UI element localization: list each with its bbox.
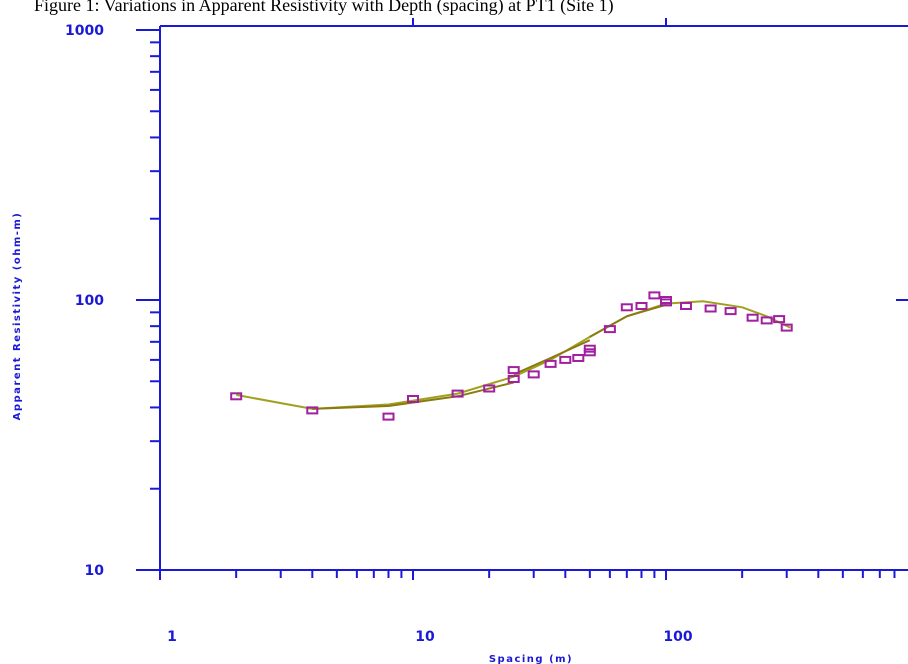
data-point bbox=[230, 392, 243, 401]
data-point bbox=[306, 406, 319, 415]
data-point bbox=[559, 355, 572, 364]
data-point bbox=[680, 302, 692, 310]
x-axis-label: Spacing (m) bbox=[489, 654, 573, 664]
data-point bbox=[483, 384, 496, 393]
data-point bbox=[382, 412, 395, 421]
chart-title: Figure 1: Variations in Apparent Resisti… bbox=[34, 0, 614, 16]
segment-curve bbox=[589, 303, 667, 338]
x-tick-label: 10 bbox=[415, 629, 435, 645]
data-point bbox=[572, 354, 585, 362]
data-point bbox=[704, 304, 717, 313]
data-point bbox=[583, 344, 596, 353]
data-point bbox=[507, 375, 520, 383]
data-point bbox=[780, 323, 793, 332]
y-tick-label: 1000 bbox=[65, 23, 104, 39]
y-tick-label: 100 bbox=[75, 293, 104, 309]
data-point bbox=[648, 291, 661, 300]
data-point bbox=[724, 307, 737, 316]
data-point bbox=[760, 316, 773, 325]
x-tick-label: 100 bbox=[663, 629, 692, 645]
y-axis-label: Apparent Resistivity (ohm-m) bbox=[12, 212, 23, 421]
axes bbox=[136, 25, 908, 571]
model-curve bbox=[236, 300, 791, 410]
segment-curve bbox=[513, 339, 591, 376]
data-point bbox=[544, 359, 557, 368]
data-point bbox=[451, 389, 464, 398]
data-point bbox=[407, 395, 419, 403]
data-point bbox=[527, 370, 540, 379]
data-points bbox=[230, 291, 793, 421]
data-point bbox=[620, 303, 633, 312]
data-point bbox=[507, 366, 520, 375]
segment-curve bbox=[312, 381, 514, 410]
data-point bbox=[773, 315, 786, 324]
data-point bbox=[603, 325, 616, 334]
x-axis-ticks: 1101001000 bbox=[159, 18, 896, 645]
data-point bbox=[660, 296, 672, 304]
model-curves bbox=[236, 300, 791, 410]
data-point bbox=[746, 313, 759, 322]
y-tick-label: 10 bbox=[85, 563, 105, 579]
data-point bbox=[635, 302, 648, 310]
y-axis-ticks: 10 100 1000 bbox=[65, 23, 908, 579]
x-tick-label: 1 bbox=[167, 629, 177, 645]
